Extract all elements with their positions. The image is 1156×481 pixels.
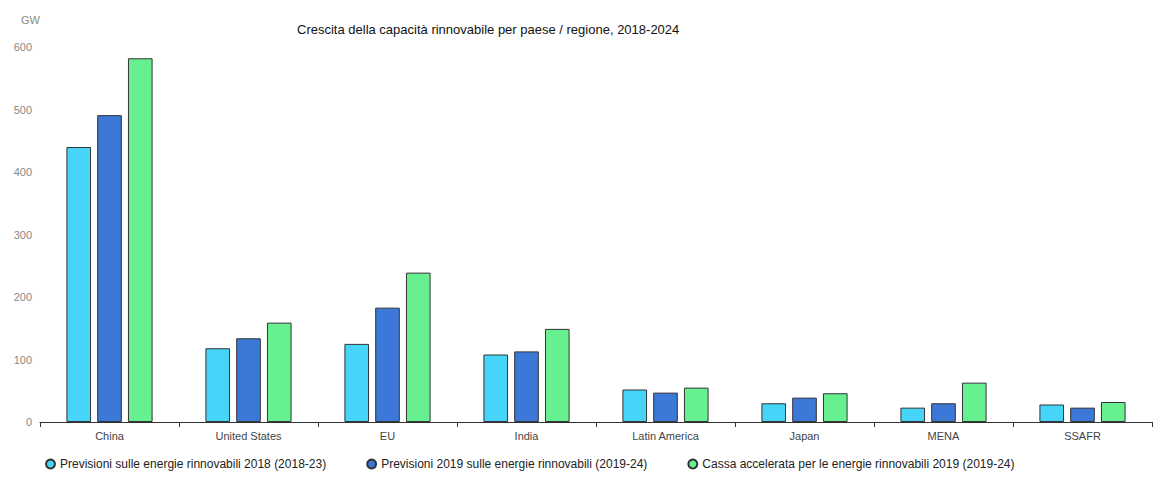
- svg-text:Previsioni 2019 sulle energie: Previsioni 2019 sulle energie rinnovabil…: [381, 457, 647, 471]
- svg-text:EU: EU: [380, 430, 395, 442]
- svg-text:China: China: [95, 430, 125, 442]
- svg-text:100: 100: [14, 354, 32, 366]
- svg-text:Latin America: Latin America: [632, 430, 700, 442]
- svg-text:600: 600: [14, 41, 32, 53]
- svg-text:200: 200: [14, 291, 32, 303]
- svg-text:500: 500: [14, 104, 32, 116]
- svg-text:GW: GW: [21, 14, 41, 26]
- svg-text:Cassa accelerata per le energi: Cassa accelerata per le energie rinnovab…: [702, 457, 1014, 471]
- svg-text:SSAFR: SSAFR: [1064, 430, 1101, 442]
- svg-text:United States: United States: [215, 430, 282, 442]
- svg-text:Previsioni sulle energie rinno: Previsioni sulle energie rinnovabili 201…: [60, 457, 326, 471]
- svg-text:Japan: Japan: [790, 430, 820, 442]
- svg-text:MENA: MENA: [928, 430, 960, 442]
- svg-text:300: 300: [14, 229, 32, 241]
- svg-text:400: 400: [14, 166, 32, 178]
- svg-text:India: India: [515, 430, 540, 442]
- svg-text:0: 0: [26, 416, 32, 428]
- svg-text:Crescita della capacità rinnov: Crescita della capacità rinnovabile per …: [297, 22, 679, 37]
